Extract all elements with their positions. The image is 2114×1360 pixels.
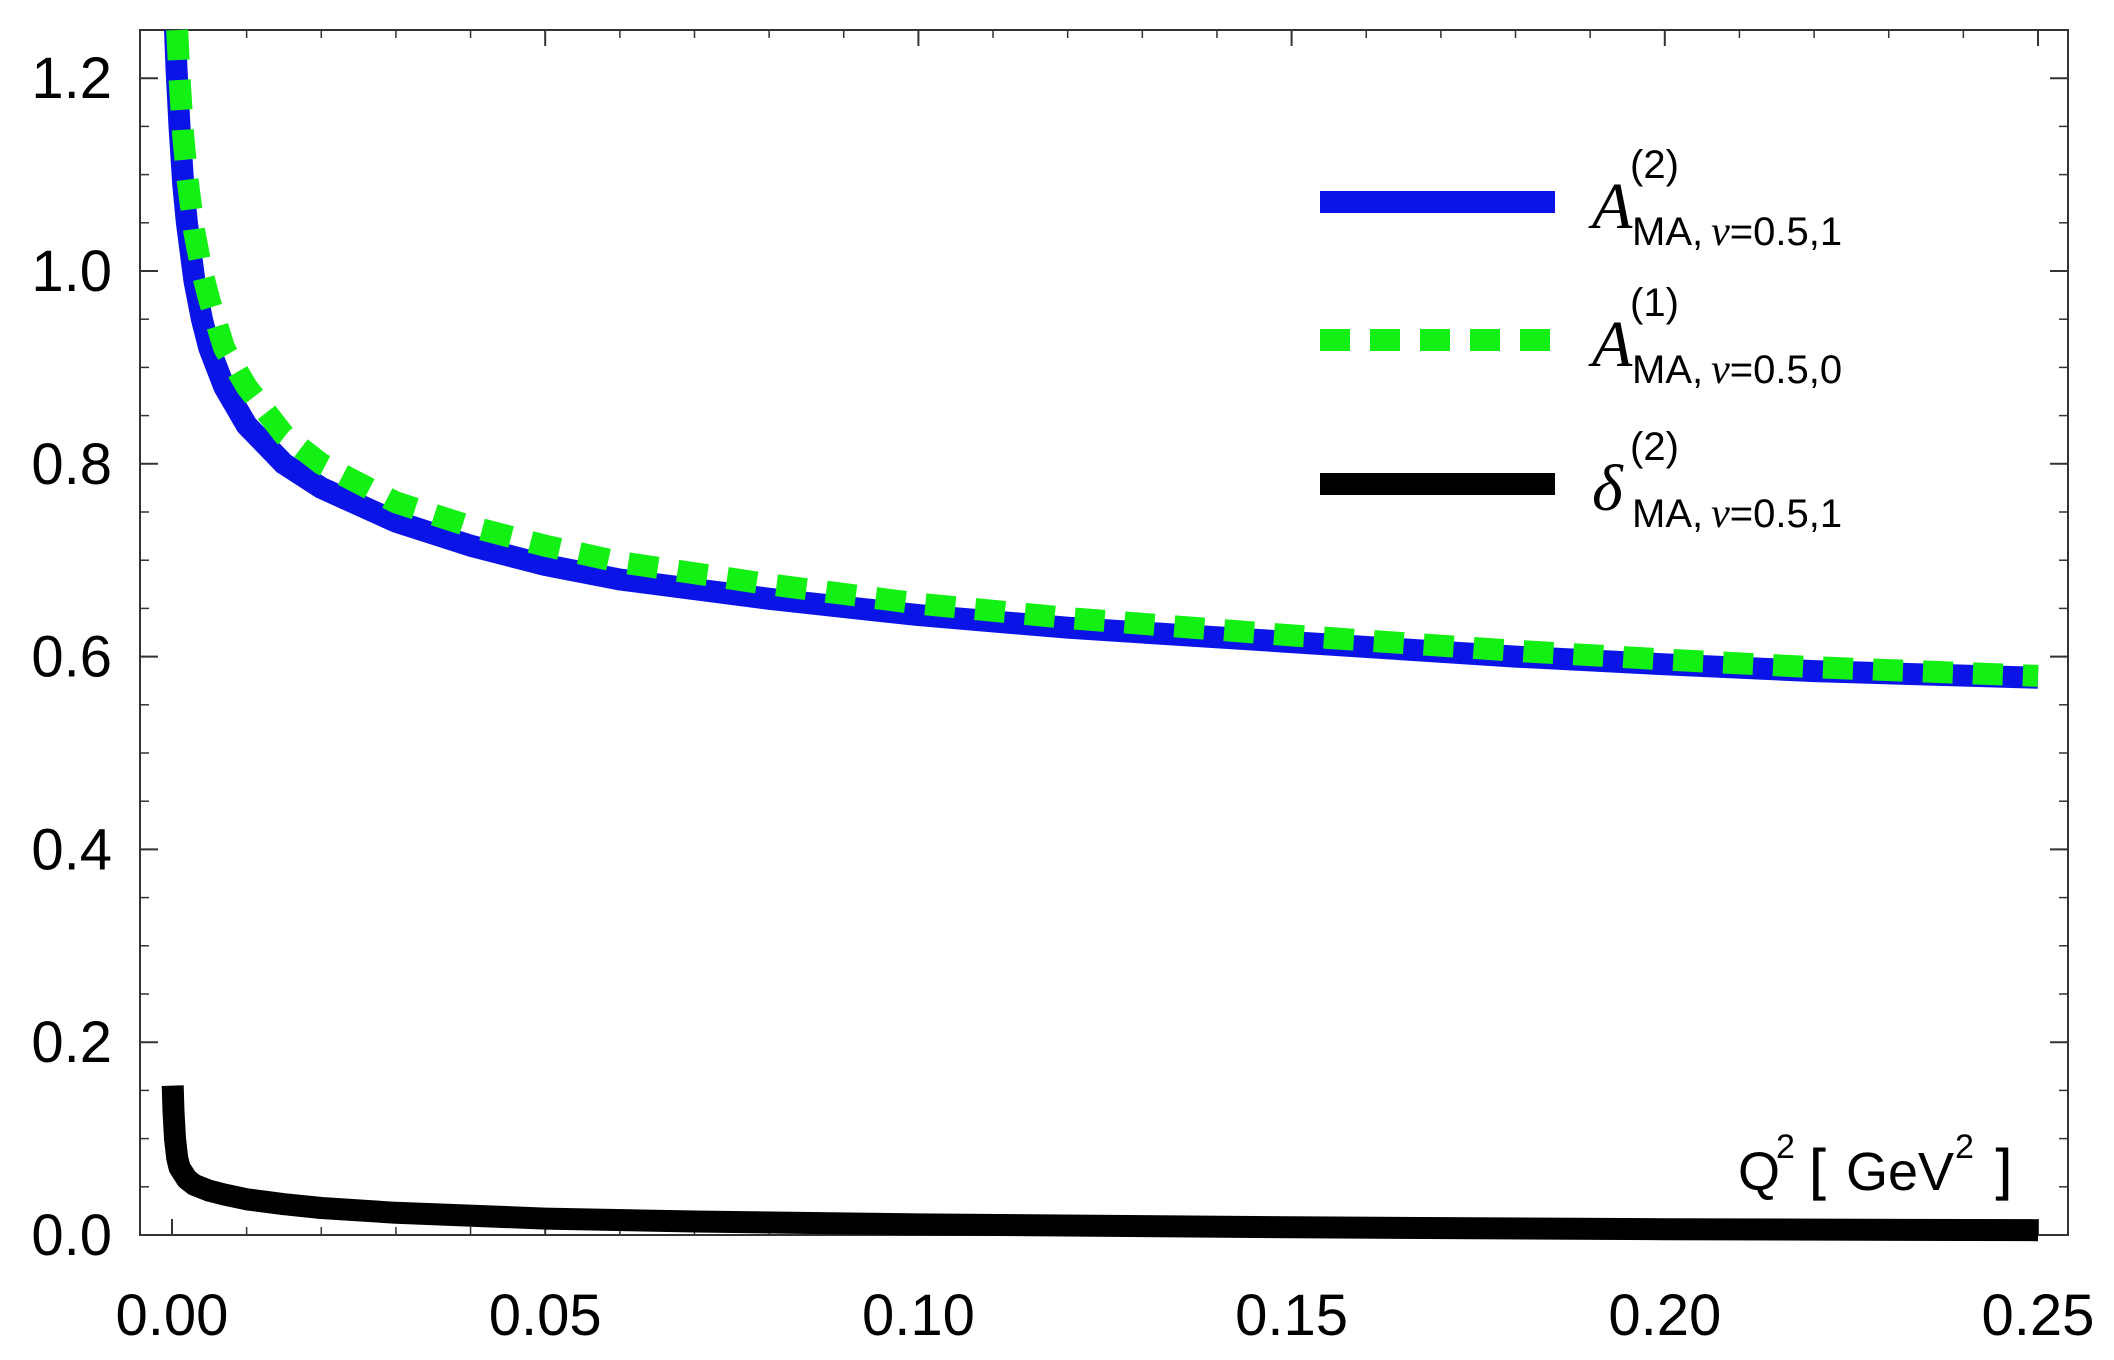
y-tick-label: 1.2 xyxy=(31,46,112,111)
x-tick-label: 0.05 xyxy=(489,1283,602,1348)
x-axis-unit-base: GeV xyxy=(1846,1142,1954,1202)
x-axis-unit-sup: 2 xyxy=(1955,1128,1974,1166)
legend-label-a2-sup: (2) xyxy=(1630,143,1679,187)
x-tick-label: 0.20 xyxy=(1608,1283,1721,1348)
legend-item-delta: δ (2) MA, ν=0.5,1 xyxy=(1320,425,1842,537)
x-tick-label: 0.15 xyxy=(1235,1283,1348,1348)
x-axis-unit-open-bracket: [ xyxy=(1808,1138,1831,1208)
x-tick-label: 0.25 xyxy=(1982,1283,2095,1348)
legend: A (2) MA, ν=0.5,1 A (1) MA, ν=0.5,0 δ (2) … xyxy=(1320,143,1842,537)
y-tick-label: 0.6 xyxy=(31,625,112,690)
x-axis-title-base: Q xyxy=(1738,1142,1780,1202)
legend-label-a1-sup: (1) xyxy=(1630,281,1679,325)
legend-label-a2-main: A xyxy=(1588,170,1633,243)
y-tick-label: 0.4 xyxy=(31,817,112,882)
y-tick-label: 0.0 xyxy=(31,1203,112,1268)
x-axis-unit-close-bracket: ] xyxy=(1990,1138,2013,1208)
axis-ticks: 0.00 0.05 0.10 0.15 0.20 0.25 0.0 0.2 0.4 0.6 0.8 1… xyxy=(31,29,2095,1348)
x-axis-title: Q 2 [ GeV 2 ] xyxy=(1738,1128,2013,1208)
y-tick-label: 1.0 xyxy=(31,239,112,304)
legend-label-a2-sub: MA, ν=0.5,1 xyxy=(1632,209,1842,255)
legend-label-a1-sub: MA, ν=0.5,0 xyxy=(1632,347,1842,393)
legend-item-a1: A (1) MA, ν=0.5,0 xyxy=(1320,281,1842,393)
series-line-a1 xyxy=(166,29,2039,687)
series-line-delta xyxy=(161,1085,2039,1242)
legend-label-delta-sub: MA, ν=0.5,1 xyxy=(1632,491,1842,537)
legend-item-a2: A (2) MA, ν=0.5,1 xyxy=(1320,143,1842,255)
x-axis-title-sup: 2 xyxy=(1776,1128,1795,1166)
y-tick-label: 0.8 xyxy=(31,432,112,497)
legend-label-delta-sup: (2) xyxy=(1630,425,1679,469)
y-tick-label: 0.2 xyxy=(31,1010,112,1075)
x-tick-label: 0.00 xyxy=(116,1283,229,1348)
legend-label-delta-main: δ xyxy=(1592,452,1624,525)
legend-label-a1-main: A xyxy=(1588,308,1633,381)
x-tick-label: 0.10 xyxy=(862,1283,975,1348)
series-layer xyxy=(161,29,2039,1242)
